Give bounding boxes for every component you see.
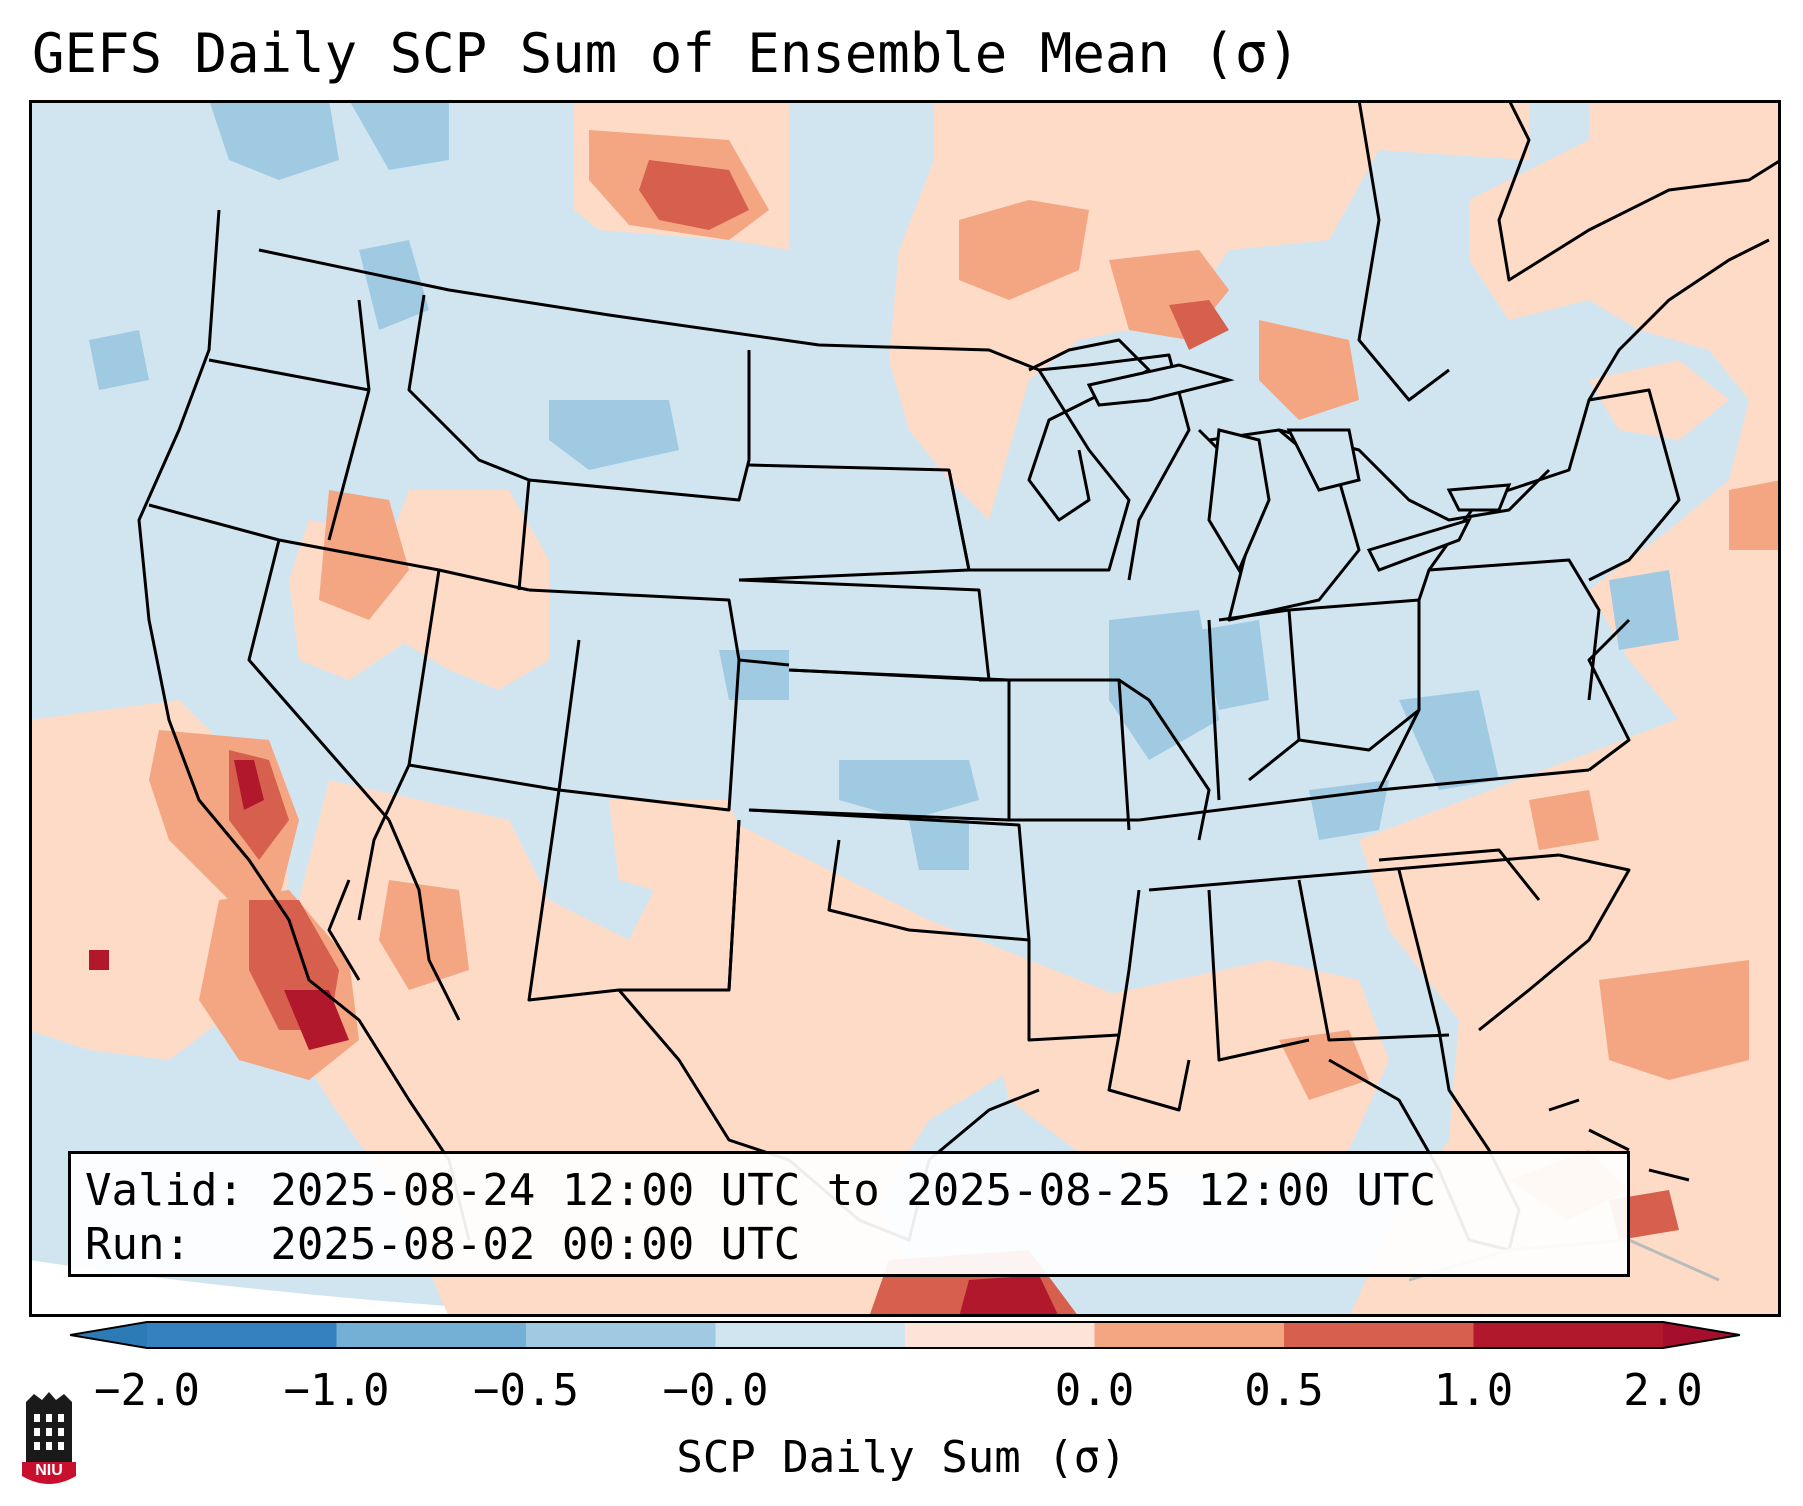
colorbar-label: SCP Daily Sum (σ)	[676, 1432, 1127, 1483]
colorbar-low-extension	[70, 1322, 147, 1348]
great-lakes	[1086, 363, 1512, 574]
valid-time-line: Valid: 2025-08-24 12:00 UTC to 2025-08-2…	[85, 1165, 1437, 1216]
colorbar-tick-label: 0.5	[1244, 1365, 1324, 1416]
colorbar-tick-label: −0.0	[662, 1365, 769, 1416]
colorbar-bin	[147, 1322, 337, 1348]
colorbar-outline	[70, 1321, 1740, 1349]
colorbar-tick-label: 0.0	[1054, 1365, 1135, 1416]
validity-info-box: Valid: 2025-08-24 12:00 UTC to 2025-08-2…	[68, 1151, 1630, 1277]
state-boundaries	[137, 100, 1781, 1282]
colorbar-bin	[1284, 1322, 1474, 1348]
niu-logo-text: NIU	[35, 1462, 63, 1479]
run-time-line: Run: 2025-08-02 00:00 UTC	[85, 1219, 801, 1270]
colorbar-tick-label: −0.5	[473, 1365, 579, 1416]
colorbar-tick-label: −2.0	[94, 1365, 200, 1416]
colorbar-tick-label: −1.0	[283, 1365, 390, 1416]
niu-logo	[22, 1392, 76, 1484]
map-title: GEFS Daily SCP Sum of Ensemble Mean (σ)	[32, 22, 1300, 85]
colorbar-bin	[526, 1322, 716, 1348]
colorbar-tick-labels: −2.0 −1.0 −0.5 −0.0 0.0 0.5 1.0 2.0	[0, 1365, 1803, 1425]
colorbar-high-extension	[1663, 1322, 1740, 1348]
colorbar-tick-label: 2.0	[1623, 1365, 1703, 1416]
colorbar	[70, 1321, 1740, 1349]
map-panel	[29, 100, 1781, 1317]
colorbar-bin	[1473, 1322, 1664, 1348]
colorbar-bin	[715, 1322, 906, 1348]
colorbar-bin	[905, 1322, 1095, 1348]
map-border	[29, 100, 1781, 1317]
outside-projection-area	[29, 1260, 649, 1317]
colorbar-tick-label: 1.0	[1433, 1365, 1514, 1416]
colorbar-bin	[336, 1322, 527, 1348]
extreme-positive-areas	[89, 760, 1059, 1317]
colorbar-bin	[1094, 1322, 1285, 1348]
